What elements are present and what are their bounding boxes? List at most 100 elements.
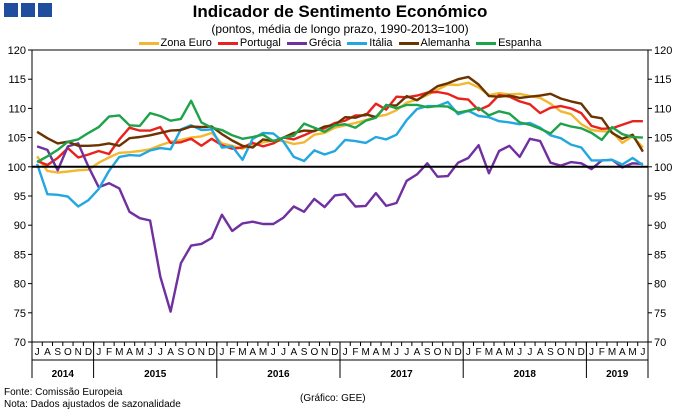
- x-month-label: N: [444, 347, 451, 358]
- x-month-label: A: [496, 347, 503, 358]
- brand-square: [4, 3, 18, 17]
- x-year-label: 2019: [606, 369, 629, 380]
- x-month-label: J: [466, 347, 471, 358]
- x-month-label: F: [599, 347, 605, 358]
- x-month-label: A: [619, 347, 626, 358]
- legend-item: Zona Euro: [138, 37, 212, 49]
- x-month-label: J: [404, 347, 409, 358]
- legend-item: Alemanha: [398, 37, 471, 49]
- x-month-label: M: [628, 347, 636, 358]
- y-tick-label-right: 95: [654, 191, 666, 203]
- x-month-label: F: [229, 347, 235, 358]
- x-month-label: F: [352, 347, 358, 358]
- brand-square: [38, 3, 52, 17]
- legend-label: Grécia: [308, 37, 342, 49]
- legend-label: Portugal: [239, 37, 281, 49]
- x-month-label: A: [414, 347, 421, 358]
- x-month-label: A: [44, 347, 51, 358]
- y-tick-label-right: 75: [654, 308, 666, 320]
- x-month-label: O: [434, 347, 442, 358]
- x-year-label: 2018: [514, 369, 537, 380]
- x-month-label: J: [219, 347, 224, 358]
- x-month-label: A: [537, 347, 544, 358]
- x-month-label: M: [115, 347, 123, 358]
- legend-item: Portugal: [217, 37, 281, 49]
- y-tick-label-left: 90: [14, 220, 26, 232]
- x-month-label: M: [608, 347, 616, 358]
- x-month-label: A: [290, 347, 297, 358]
- series-line-itália: [35, 100, 644, 208]
- legend-label: Zona Euro: [160, 37, 212, 49]
- line-chart: 70 70 75 75 80 80 85 85 90 90 95 95 100 100 105 105 110 1…: [8, 45, 673, 380]
- chart-title: Indicador de Sentimento Económico: [192, 2, 488, 21]
- series-line-portugal: [36, 90, 643, 167]
- x-month-label: J: [343, 347, 348, 358]
- x-year-label: 2015: [144, 369, 167, 380]
- chart-credit: (Gráfico: GEE): [300, 393, 366, 404]
- x-month-label: J: [35, 347, 40, 358]
- x-month-label: J: [527, 347, 532, 358]
- adjustment-note: Nota: Dados ajustados de sazonalidade: [4, 399, 181, 410]
- x-year-label: 2017: [390, 369, 413, 380]
- x-month-label: J: [148, 347, 153, 358]
- x-month-label: D: [208, 347, 215, 358]
- y-tick-label-left: 70: [14, 337, 26, 349]
- x-month-label: A: [126, 347, 133, 358]
- x-month-label: J: [517, 347, 522, 358]
- y-tick-label-left: 75: [14, 308, 26, 320]
- x-month-label: D: [454, 347, 461, 358]
- y-tick-label-right: 100: [654, 162, 672, 174]
- series-line-grécia: [36, 137, 643, 313]
- y-tick-label-left: 85: [14, 249, 26, 261]
- x-month-label: S: [301, 347, 308, 358]
- legend-item: Grécia: [286, 37, 342, 49]
- x-month-label: O: [310, 347, 318, 358]
- x-month-label: M: [136, 347, 144, 358]
- legend-label: Itália: [369, 37, 393, 49]
- y-tick-label-left: 80: [14, 279, 26, 291]
- x-month-label: J: [271, 347, 276, 358]
- source-note: Fonte: Comissão Europeia: [4, 387, 123, 398]
- legend-swatch: [398, 41, 419, 45]
- y-tick-label-left: 110: [8, 103, 26, 115]
- legend-item: Itália: [347, 37, 393, 49]
- legend-label: Alemanha: [420, 37, 471, 49]
- x-month-label: D: [331, 347, 338, 358]
- legend-swatch: [286, 41, 307, 45]
- legend-item: Espanha: [476, 37, 542, 49]
- x-month-label: J: [281, 347, 286, 358]
- x-month-label: N: [567, 347, 574, 358]
- y-tick-label-right: 105: [654, 133, 672, 145]
- x-month-label: A: [167, 347, 174, 358]
- x-month-label: S: [547, 347, 554, 358]
- x-month-label: M: [361, 347, 369, 358]
- x-month-label: O: [64, 347, 72, 358]
- x-month-label: O: [187, 347, 195, 358]
- chart-legend: Zona Euro Portugal Grécia Itália Alemanha Esp…: [0, 37, 680, 49]
- series-line-alemanha: [36, 75, 644, 153]
- x-month-label: F: [476, 347, 482, 358]
- x-month-label: M: [238, 347, 246, 358]
- x-month-label: S: [54, 347, 61, 358]
- x-month-label: A: [249, 347, 256, 358]
- chart-footer-notes: Fonte: Comissão Europeia Nota: Dados aju…: [4, 387, 181, 411]
- x-year-label: 2014: [52, 369, 75, 380]
- series-line-espanha: [36, 99, 643, 164]
- x-month-label: M: [259, 347, 267, 358]
- x-month-label: S: [178, 347, 185, 358]
- y-tick-label-right: 115: [654, 74, 672, 86]
- x-month-label: F: [106, 347, 112, 358]
- y-tick-label-right: 120: [654, 45, 672, 57]
- x-month-label: M: [485, 347, 493, 358]
- chart-subtitle: (pontos, média de longo prazo, 1990-2013…: [211, 22, 469, 36]
- x-month-label: D: [578, 347, 585, 358]
- x-month-label: J: [640, 347, 645, 358]
- legend-swatch: [217, 41, 238, 45]
- y-tick-label-left: 105: [8, 133, 26, 145]
- y-tick-label-right: 85: [654, 249, 666, 261]
- brand-square: [21, 3, 35, 17]
- x-month-label: O: [557, 347, 565, 358]
- legend-label: Espanha: [498, 37, 542, 49]
- x-month-label: M: [382, 347, 390, 358]
- legend-swatch: [138, 41, 159, 45]
